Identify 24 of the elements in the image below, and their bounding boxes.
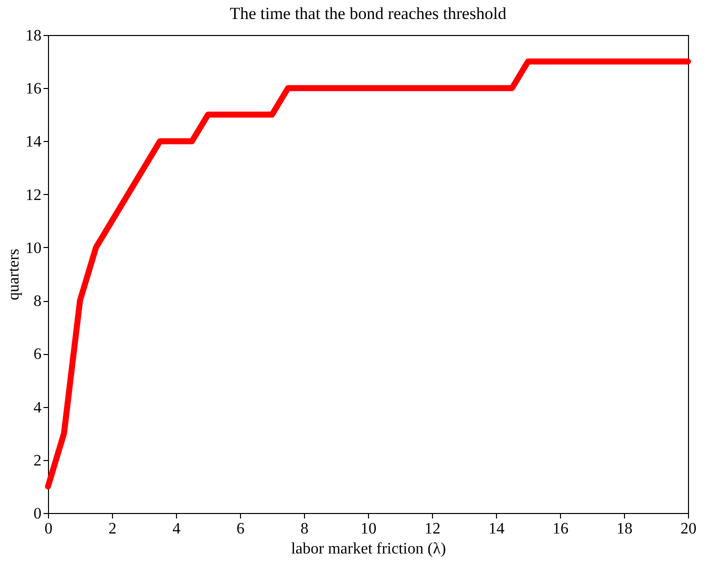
x-tick-label: 10 [360, 520, 376, 538]
y-tick-label: 0 [34, 506, 42, 522]
y-tick-label: 4 [34, 399, 42, 416]
x-tick-label: 12 [424, 520, 440, 538]
x-tick-label: 4 [172, 520, 180, 538]
x-tick-label: 18 [616, 520, 632, 538]
y-tick-label: 14 [26, 134, 42, 151]
y-tick-label: 12 [26, 186, 42, 204]
x-tick-label: 16 [552, 520, 568, 538]
y-tick-label: 2 [34, 452, 42, 470]
y-tick-label: 8 [34, 293, 42, 310]
x-axis-title: labor market friction (λ) [291, 540, 446, 558]
x-tick-label: 8 [300, 520, 308, 538]
x-tick-label: 2 [108, 520, 116, 538]
x-tick-label: 14 [488, 520, 504, 538]
y-tick-label: 18 [26, 28, 42, 44]
y-axis-title: quarters [6, 248, 22, 300]
y-tick-label: 10 [26, 240, 42, 257]
x-tick-label: 6 [236, 520, 244, 538]
chart-title: The time that the bond reaches threshold [230, 4, 507, 23]
y-tick-label: 16 [26, 80, 42, 98]
y-tick-label: 6 [34, 346, 42, 364]
x-tick-label: 20 [680, 520, 696, 538]
x-tick-label: 0 [44, 520, 52, 538]
